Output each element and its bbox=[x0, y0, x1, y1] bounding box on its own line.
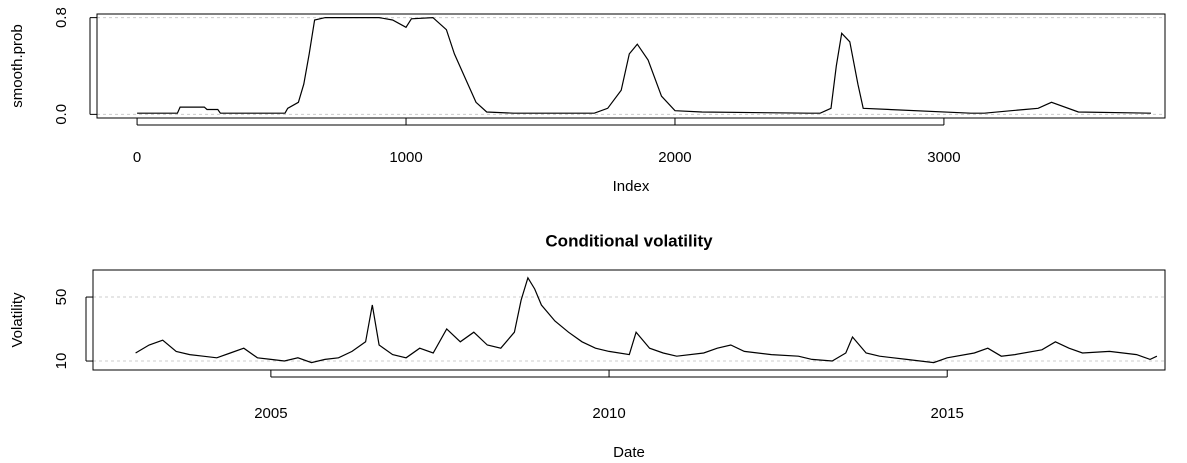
x-tick-label: 2005 bbox=[254, 405, 287, 422]
plot-frame bbox=[96, 13, 1166, 119]
chart-title: Conditional volatility bbox=[545, 231, 713, 250]
y-tick-label: 50 bbox=[53, 289, 70, 306]
plot-frame bbox=[92, 269, 1166, 371]
y-axis-label: smooth.prob bbox=[9, 24, 26, 107]
x-axis-label: Date bbox=[613, 444, 645, 461]
x-tick-label: 2010 bbox=[592, 405, 625, 422]
y-axis-label: Volatility bbox=[9, 292, 26, 348]
x-tick-label: 2000 bbox=[658, 149, 691, 166]
series-line bbox=[135, 276, 1158, 364]
x-tick-label: 1000 bbox=[389, 149, 422, 166]
y-tick-label: 0.0 bbox=[53, 104, 70, 125]
x-axis-label: Index bbox=[613, 178, 650, 195]
x-tick-label: 0 bbox=[133, 149, 141, 166]
x-tick-label: 3000 bbox=[927, 149, 960, 166]
y-tick-label: 10 bbox=[53, 353, 70, 370]
series-line bbox=[137, 16, 1152, 114]
y-tick-label: 0.8 bbox=[53, 7, 70, 28]
x-tick-label: 2015 bbox=[931, 405, 964, 422]
